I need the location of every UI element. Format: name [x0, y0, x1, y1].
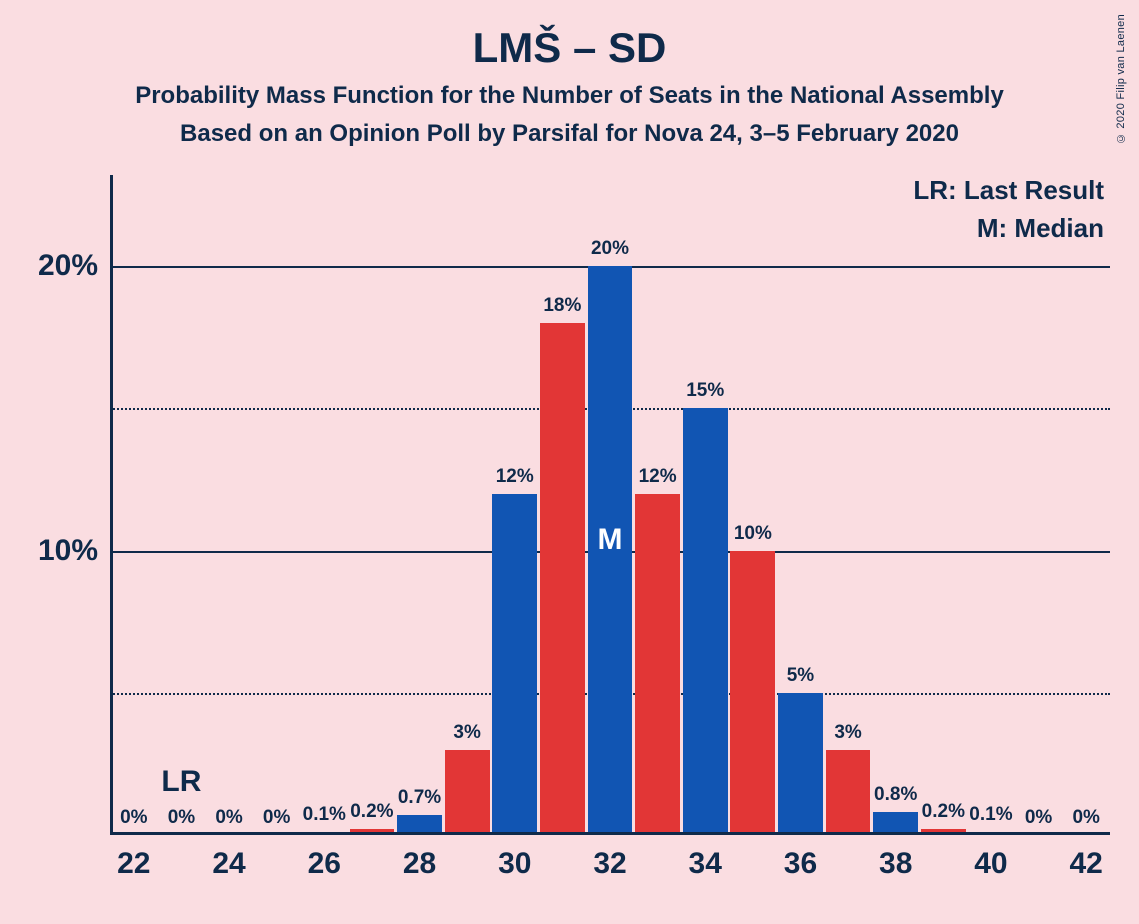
- bar: [635, 494, 680, 835]
- bar-value-label: 3%: [834, 722, 861, 744]
- chart-subtitle-1: Probability Mass Function for the Number…: [0, 82, 1139, 110]
- bar: [540, 323, 585, 835]
- bar-value-label: 0.2%: [922, 801, 965, 823]
- bar-value-label: 5%: [787, 665, 814, 687]
- bar-value-label: 3%: [453, 722, 480, 744]
- chart-titles: LMŠ – SD Probability Mass Function for t…: [0, 0, 1139, 148]
- bar-value-label: 0%: [263, 807, 290, 829]
- x-tick-label: 24: [212, 835, 245, 881]
- chart-title: LMŠ – SD: [0, 24, 1139, 72]
- x-tick-label: 26: [308, 835, 341, 881]
- plot-area: 10%20%0%0%0%0%0.1%0.2%0.7%3%12%18%20%12%…: [110, 195, 1110, 835]
- bar-value-label: 0%: [1072, 807, 1099, 829]
- bar-value-label: 12%: [639, 466, 677, 488]
- bar: [683, 408, 728, 835]
- x-tick-label: 22: [117, 835, 150, 881]
- copyright-text: © 2020 Filip van Laenen: [1115, 14, 1127, 144]
- x-tick-label: 42: [1070, 835, 1103, 881]
- bar: [826, 750, 871, 835]
- lr-annotation: LR: [161, 765, 201, 799]
- bar-value-label: 0%: [215, 807, 242, 829]
- bar-value-label: 18%: [543, 295, 581, 317]
- x-tick-label: 28: [403, 835, 436, 881]
- x-tick-label: 30: [498, 835, 531, 881]
- pmf-chart: © 2020 Filip van Laenen LMŠ – SD Probabi…: [0, 0, 1139, 924]
- bar-value-label: 0.7%: [398, 787, 441, 809]
- chart-subtitle-2: Based on an Opinion Poll by Parsifal for…: [0, 120, 1139, 148]
- bar-value-label: 0.1%: [303, 804, 346, 826]
- x-tick-label: 34: [689, 835, 722, 881]
- bar-value-label: 0%: [120, 807, 147, 829]
- y-tick-label: 10%: [38, 534, 110, 568]
- legend-median: M: Median: [977, 213, 1104, 244]
- bar-value-label: 0.2%: [350, 801, 393, 823]
- y-axis: [110, 175, 113, 835]
- median-annotation: M: [598, 523, 623, 557]
- bar: [445, 750, 490, 835]
- bar-value-label: 15%: [686, 380, 724, 402]
- x-tick-label: 36: [784, 835, 817, 881]
- bar-value-label: 10%: [734, 523, 772, 545]
- y-tick-label: 20%: [38, 249, 110, 283]
- x-axis: [110, 832, 1110, 835]
- x-tick-label: 40: [974, 835, 1007, 881]
- bar-value-label: 0.8%: [874, 784, 917, 806]
- bar-value-label: 20%: [591, 238, 629, 260]
- bar-value-label: 0%: [168, 807, 195, 829]
- legend-lr: LR: Last Result: [913, 175, 1104, 206]
- bar: [730, 551, 775, 835]
- bar-value-label: 0.1%: [969, 804, 1012, 826]
- x-tick-label: 38: [879, 835, 912, 881]
- bar: [492, 494, 537, 835]
- bar-value-label: 12%: [496, 466, 534, 488]
- x-tick-label: 32: [593, 835, 626, 881]
- bar: [778, 693, 823, 835]
- bar-value-label: 0%: [1025, 807, 1052, 829]
